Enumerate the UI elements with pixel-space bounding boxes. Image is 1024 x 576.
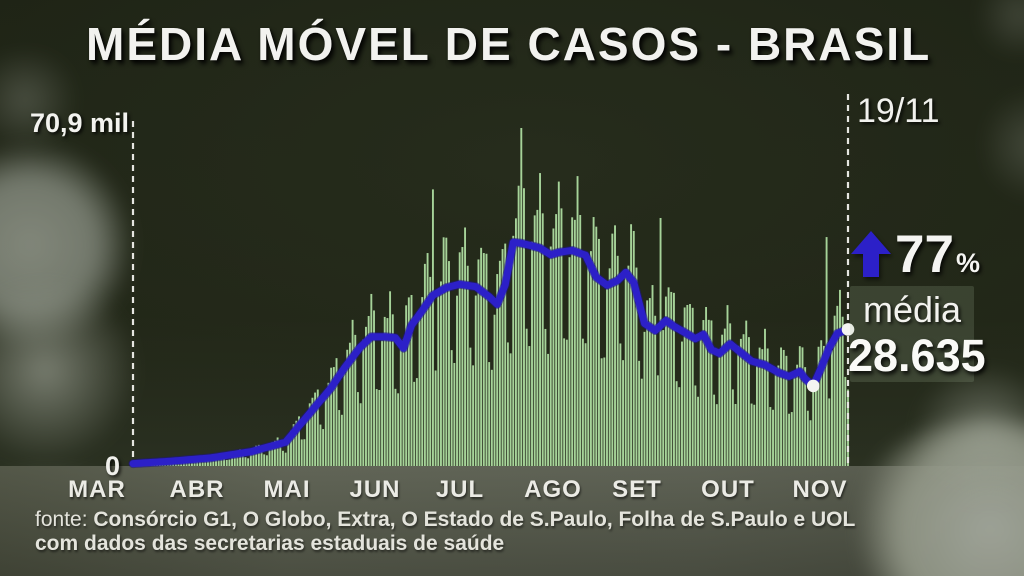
y-axis-zero-label: 0 — [104, 451, 120, 481]
percent-change-value: 77 — [895, 224, 954, 284]
y-axis-max-label: 70,9 mil — [30, 108, 130, 138]
source-credit: fonte: Consórcio G1, O Globo, Extra, O E… — [35, 508, 855, 556]
moving-average-line — [129, 238, 852, 468]
up-arrow-icon — [851, 231, 891, 277]
month-label-jul: JUL — [435, 476, 485, 503]
month-label-jun: JUN — [349, 476, 401, 503]
source-line-2: com dados das secretarias estaduais de s… — [35, 532, 505, 555]
page-title: MÉDIA MÓVEL DE CASOS - BRASIL — [86, 18, 932, 70]
month-label-mar: MAR — [68, 476, 126, 503]
moving-average-callout: média 28.635 — [848, 286, 986, 382]
percent-sign: % — [955, 248, 980, 278]
percent-change-callout: 77 % — [851, 224, 980, 284]
source-prefix: fonte: — [35, 508, 88, 531]
month-label-set: SET — [612, 476, 662, 503]
month-label-ago: AGO — [524, 476, 582, 503]
month-label-mai: MAI — [263, 476, 311, 503]
current-date-label: 19/11 — [857, 92, 940, 130]
source-text: Consórcio G1, O Globo, Extra, O Estado d… — [93, 508, 856, 531]
line-marker-dot — [806, 379, 820, 393]
line-marker-dot — [841, 323, 855, 336]
month-label-out: OUT — [701, 476, 755, 503]
media-value: 28.635 — [848, 330, 986, 381]
month-label-nov: NOV — [792, 476, 848, 503]
media-label: média — [862, 289, 962, 330]
month-label-abr: ABR — [169, 476, 225, 503]
line-markers — [806, 323, 855, 393]
x-axis-month-labels: MAR ABR MAI JUN JUL AGO SET OUT NOV — [0, 476, 1024, 503]
source-line-1: fonte: Consórcio G1, O Globo, Extra, O E… — [35, 508, 855, 532]
